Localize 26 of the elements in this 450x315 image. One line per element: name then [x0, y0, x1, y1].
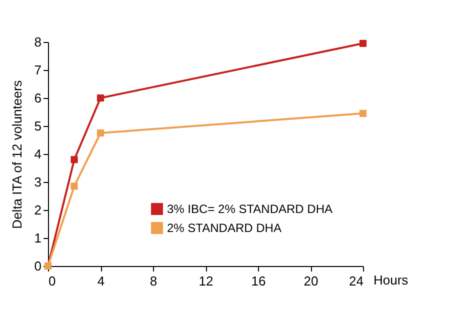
y-tick-label: 8 — [34, 34, 42, 50]
point — [70, 182, 78, 190]
y-tick-label: 2 — [34, 202, 42, 218]
point — [70, 156, 78, 164]
y-tick-label: 3 — [34, 174, 42, 190]
x-tick-label: 24 — [349, 274, 364, 288]
point — [96, 94, 104, 102]
y-axis-title: Delta ITA of 12 volunteers — [9, 80, 24, 229]
x-tick-label: 20 — [304, 274, 318, 288]
legend-label: 2% STANDARD DHA — [167, 221, 282, 235]
x-tick-label: 12 — [198, 274, 214, 288]
x-tick-label: 0 — [48, 274, 56, 288]
point — [96, 129, 104, 137]
y-tick-label: 1 — [34, 230, 42, 246]
legend-label: 3% IBC= 2% STANDARD DHA — [167, 202, 332, 216]
point — [359, 110, 367, 117]
x-tick-label: 16 — [251, 274, 266, 288]
y-tick-label: 6 — [34, 90, 42, 106]
y-tick-label: 4 — [34, 146, 42, 162]
x-tick-label: 4 — [97, 274, 105, 288]
y-tick-label: 7 — [34, 62, 42, 78]
y-tick-label: 0 — [34, 258, 42, 274]
x-tick-label: 8 — [150, 274, 158, 288]
point — [359, 40, 367, 47]
x-axis-title: Hours — [374, 272, 409, 288]
y-tick-label: 5 — [34, 118, 42, 134]
